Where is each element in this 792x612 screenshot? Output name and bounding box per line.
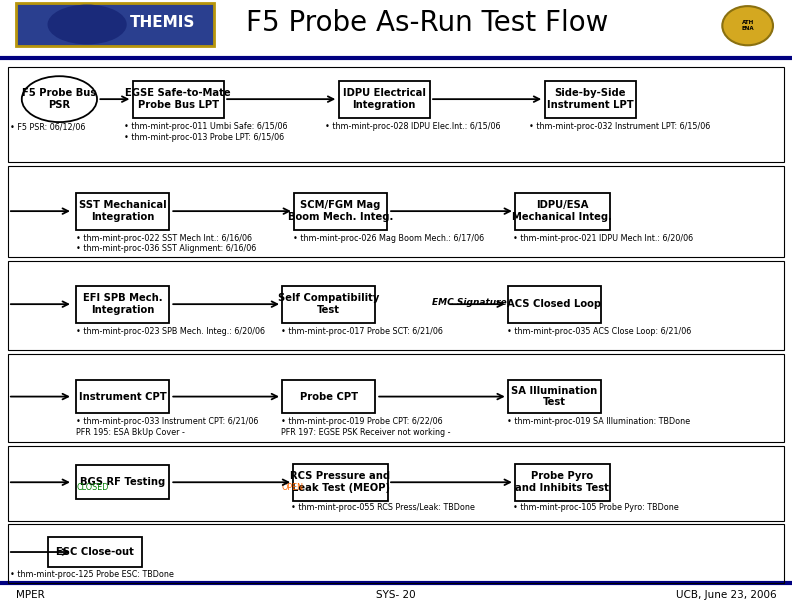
FancyBboxPatch shape — [282, 286, 375, 323]
Text: SYS- 20: SYS- 20 — [376, 590, 416, 600]
Text: ACS Closed Loop: ACS Closed Loop — [508, 299, 601, 309]
Text: EMC Signature: EMC Signature — [432, 299, 507, 307]
FancyBboxPatch shape — [282, 379, 375, 414]
Text: • thm-mint-proc-019 Probe CPT: 6/22/06
PFR 197: EGSE PSK Receiver not working -: • thm-mint-proc-019 Probe CPT: 6/22/06 P… — [281, 417, 453, 437]
Text: • F5 PSR: 06/12/06: • F5 PSR: 06/12/06 — [10, 122, 86, 132]
FancyBboxPatch shape — [294, 193, 387, 230]
Text: IDPU Electrical
Integration: IDPU Electrical Integration — [343, 88, 425, 110]
Text: RCS Pressure and
Leak Test (MEOP): RCS Pressure and Leak Test (MEOP) — [291, 471, 390, 493]
Circle shape — [722, 6, 773, 45]
Text: F5 Probe As-Run Test Flow: F5 Probe As-Run Test Flow — [246, 9, 609, 37]
FancyBboxPatch shape — [76, 379, 169, 414]
Text: SST Mechanical
Integration: SST Mechanical Integration — [79, 200, 166, 222]
Text: • thm-mint-proc-032 Instrument LPT: 6/15/06: • thm-mint-proc-032 Instrument LPT: 6/15… — [529, 122, 710, 132]
FancyBboxPatch shape — [515, 464, 610, 501]
FancyBboxPatch shape — [48, 537, 142, 567]
Text: MPER: MPER — [16, 590, 44, 600]
Text: • thm-mint-proc-105 Probe Pyro: TBDone: • thm-mint-proc-105 Probe Pyro: TBDone — [513, 503, 679, 512]
Text: • thm-mint-proc-019 SA Illumination: TBDone: • thm-mint-proc-019 SA Illumination: TBD… — [507, 417, 690, 427]
Text: BGS RF Testing: BGS RF Testing — [80, 477, 166, 487]
Text: • thm-mint-proc-033 Instrument CPT: 6/21/06
PFR 195: ESA BkUp Cover -: • thm-mint-proc-033 Instrument CPT: 6/21… — [76, 417, 258, 437]
Text: Side-by-Side
Instrument LPT: Side-by-Side Instrument LPT — [546, 88, 634, 110]
Text: • thm-mint-proc-022 SST Mech Int.: 6/16/06
• thm-mint-proc-036 SST Alignment: 6/: • thm-mint-proc-022 SST Mech Int.: 6/16/… — [76, 234, 257, 253]
Text: • thm-mint-proc-055 RCS Press/Leak: TBDone: • thm-mint-proc-055 RCS Press/Leak: TBDo… — [291, 503, 475, 512]
Text: Self Compatibility
Test: Self Compatibility Test — [278, 293, 379, 315]
FancyBboxPatch shape — [76, 465, 169, 499]
Text: • thm-mint-proc-011 Umbi Safe: 6/15/06
• thm-mint-proc-013 Probe LPT: 6/15/06: • thm-mint-proc-011 Umbi Safe: 6/15/06 •… — [124, 122, 287, 142]
Text: Instrument CPT: Instrument CPT — [79, 392, 166, 401]
FancyBboxPatch shape — [293, 464, 388, 501]
Text: SCM/FGM Mag
Boom Mech. Integ.: SCM/FGM Mag Boom Mech. Integ. — [287, 200, 394, 222]
Text: EFI SPB Mech.
Integration: EFI SPB Mech. Integration — [83, 293, 162, 315]
FancyBboxPatch shape — [545, 81, 636, 118]
Text: • thm-mint-proc-028 IDPU Elec.Int.: 6/15/06: • thm-mint-proc-028 IDPU Elec.Int.: 6/15… — [325, 122, 501, 132]
Text: OPEN: OPEN — [281, 483, 303, 492]
Text: ESC Close-out: ESC Close-out — [56, 547, 134, 557]
Text: • thm-mint-proc-026 Mag Boom Mech.: 6/17/06: • thm-mint-proc-026 Mag Boom Mech.: 6/17… — [293, 234, 484, 243]
Text: • thm-mint-proc-021 IDPU Mech Int.: 6/20/06: • thm-mint-proc-021 IDPU Mech Int.: 6/20… — [513, 234, 693, 243]
Text: UCB, June 23, 2006: UCB, June 23, 2006 — [676, 590, 776, 600]
Text: SA Illumination
Test: SA Illumination Test — [512, 386, 597, 408]
Text: ATH
ENA: ATH ENA — [741, 20, 754, 31]
Ellipse shape — [22, 76, 97, 122]
Ellipse shape — [48, 4, 127, 44]
FancyBboxPatch shape — [16, 3, 214, 46]
Text: • thm-mint-proc-125 Probe ESC: TBDone: • thm-mint-proc-125 Probe ESC: TBDone — [10, 570, 174, 580]
Text: THEMIS: THEMIS — [130, 15, 195, 30]
FancyBboxPatch shape — [508, 286, 601, 323]
FancyBboxPatch shape — [133, 81, 224, 118]
Text: Probe CPT: Probe CPT — [299, 392, 358, 401]
FancyBboxPatch shape — [76, 286, 169, 323]
Text: • thm-mint-proc-017 Probe SCT: 6/21/06: • thm-mint-proc-017 Probe SCT: 6/21/06 — [281, 327, 443, 336]
FancyBboxPatch shape — [508, 379, 601, 414]
Text: IDPU/ESA
Mechanical Integ.: IDPU/ESA Mechanical Integ. — [512, 200, 612, 222]
FancyBboxPatch shape — [339, 81, 429, 118]
Text: Probe Pyro
and Inhibits Test: Probe Pyro and Inhibits Test — [516, 471, 609, 493]
Text: CLOSED: CLOSED — [76, 483, 109, 492]
Text: EGSE Safe-to-Mate
Probe Bus LPT: EGSE Safe-to-Mate Probe Bus LPT — [125, 88, 231, 110]
FancyBboxPatch shape — [76, 193, 169, 230]
FancyBboxPatch shape — [515, 193, 610, 230]
Text: • thm-mint-proc-023 SPB Mech. Integ.: 6/20/06: • thm-mint-proc-023 SPB Mech. Integ.: 6/… — [76, 327, 265, 336]
Text: F5 Probe Bus
PSR: F5 Probe Bus PSR — [22, 88, 97, 110]
Text: • thm-mint-proc-035 ACS Close Loop: 6/21/06: • thm-mint-proc-035 ACS Close Loop: 6/21… — [507, 327, 691, 336]
